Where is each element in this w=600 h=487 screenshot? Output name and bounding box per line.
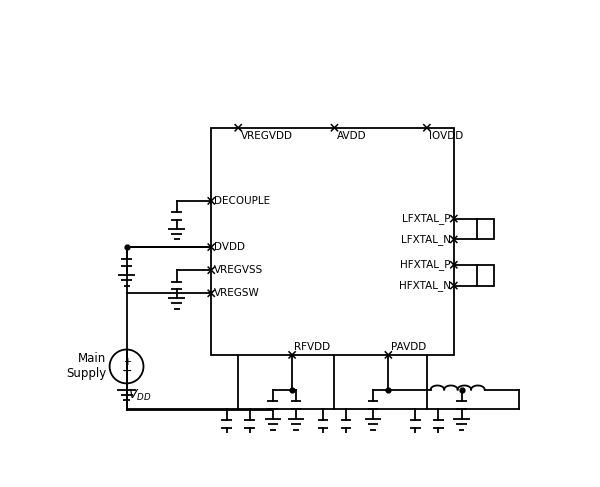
Bar — [477, 219, 494, 240]
Text: Main
Supply: Main Supply — [66, 353, 107, 380]
Text: PAVDD: PAVDD — [391, 342, 426, 352]
Text: DECOUPLE: DECOUPLE — [214, 196, 271, 206]
Text: VREGVSS: VREGVSS — [214, 265, 263, 275]
Text: LFXTAL_N: LFXTAL_N — [401, 234, 451, 245]
Text: VREGVDD: VREGVDD — [241, 131, 293, 141]
Text: $V_{DD}$: $V_{DD}$ — [128, 388, 152, 403]
Bar — [211, 128, 454, 355]
Text: +: + — [122, 357, 131, 367]
Text: LFXTAL_P: LFXTAL_P — [402, 213, 451, 224]
Text: RFVDD: RFVDD — [295, 342, 331, 352]
Text: −: − — [121, 365, 132, 378]
Text: VREGSW: VREGSW — [214, 288, 260, 299]
Text: HFXTAL_N: HFXTAL_N — [399, 280, 451, 291]
Text: DVDD: DVDD — [214, 242, 245, 252]
Text: IOVDD: IOVDD — [429, 131, 463, 141]
Bar — [477, 265, 494, 285]
Text: AVDD: AVDD — [337, 131, 367, 141]
Text: HFXTAL_P: HFXTAL_P — [400, 260, 451, 270]
